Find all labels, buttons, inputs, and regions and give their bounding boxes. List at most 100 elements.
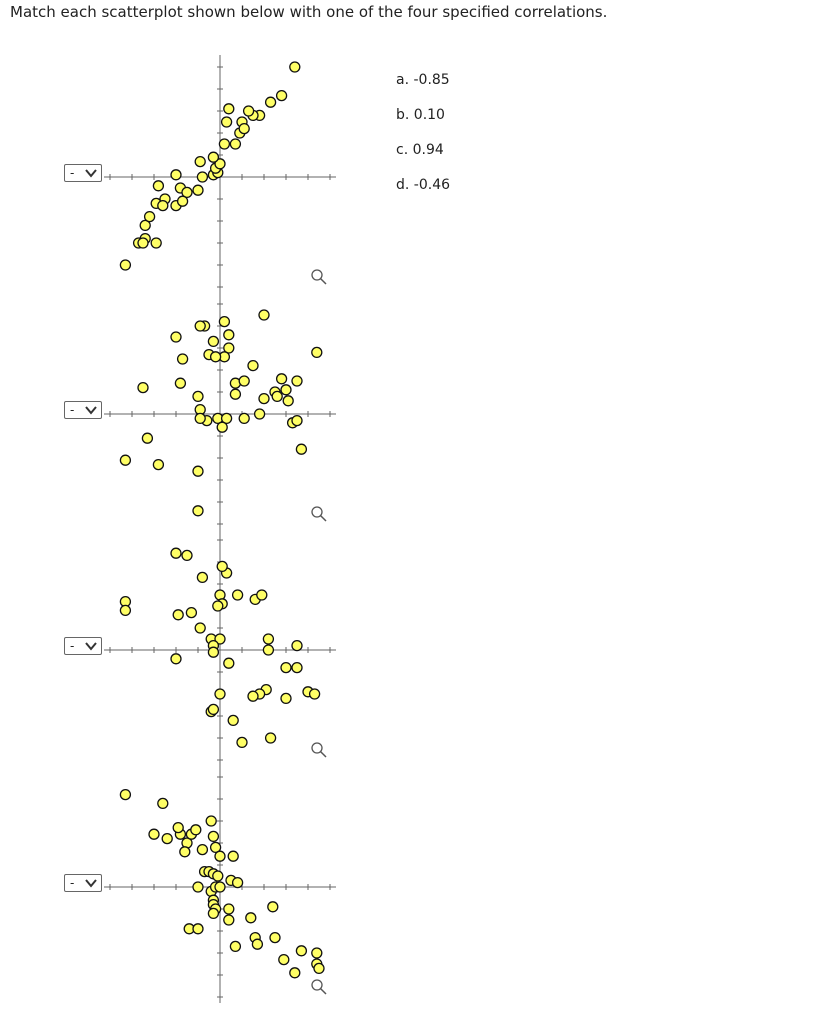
scatterplot-1 [104, 55, 336, 293]
scatter-point [214, 850, 226, 862]
scatter-point [181, 186, 193, 199]
scatter-point [262, 644, 275, 656]
select-value: - [70, 639, 75, 653]
scatter-point [229, 138, 242, 150]
scatter-point [236, 736, 248, 749]
scatter-point [275, 373, 288, 385]
scatter-point [282, 395, 294, 407]
scatter-point [179, 846, 191, 858]
scatter-point [157, 797, 169, 810]
scatter-point [220, 412, 233, 425]
scatterplot-2 [104, 292, 336, 530]
scatter-point [209, 351, 222, 363]
scatter-point [291, 639, 303, 652]
chevron-down-icon [85, 642, 97, 651]
select-value: - [70, 403, 75, 417]
scatter-point [229, 388, 242, 400]
scatter-point [119, 454, 132, 466]
scatter-point [150, 237, 162, 249]
magnify-icon[interactable] [310, 505, 328, 523]
scatter-point [196, 571, 209, 584]
scatter-point [170, 547, 182, 559]
scatter-point [258, 309, 270, 321]
scatter-point [170, 169, 182, 181]
scatter-point [264, 732, 277, 744]
scatter-point [238, 412, 250, 425]
scatter-point [119, 788, 132, 801]
scatter-point [143, 210, 156, 223]
scatter-point [238, 122, 250, 135]
scatter-point [119, 259, 132, 271]
scatter-point [223, 103, 235, 115]
scatter-point [194, 155, 206, 168]
magnify-icon[interactable] [310, 978, 328, 996]
scatter-point [148, 828, 160, 840]
scatter-point [137, 381, 149, 394]
scatter-point [207, 703, 220, 716]
scatter-point [192, 923, 204, 935]
scatter-point [269, 931, 281, 944]
scatter-point [192, 390, 204, 403]
scatter-point [278, 953, 290, 966]
scatter-point [218, 315, 231, 328]
scatter-point [223, 903, 235, 915]
scatter-point [223, 342, 235, 354]
scatter-point [313, 962, 325, 975]
scatter-point [264, 96, 277, 108]
scatter-point [231, 589, 244, 601]
scatter-point [194, 320, 206, 332]
scatter-point [172, 821, 184, 834]
scatter-point [311, 947, 323, 959]
scatter-point [192, 465, 204, 477]
option-d: d. -0.46 [396, 177, 451, 193]
scatter-point [289, 61, 301, 73]
scatter-point [152, 180, 165, 192]
scatter-point [170, 653, 182, 665]
scatter-point [295, 443, 308, 455]
scatter-point [185, 606, 198, 619]
scatter-point [205, 815, 217, 827]
scatter-point [194, 622, 206, 634]
scatter-point [216, 421, 228, 433]
scatter-point [119, 604, 132, 617]
scatter-point [212, 870, 224, 882]
scatter-point [242, 105, 255, 117]
scatter-point [280, 661, 292, 674]
correlation-select-1[interactable]: - [64, 164, 102, 182]
scatter-point [174, 377, 187, 389]
scatter-point [207, 646, 220, 658]
correlation-select-4[interactable]: - [64, 874, 102, 892]
scatter-point [181, 549, 193, 562]
scatter-point [308, 688, 321, 700]
scatter-point [141, 432, 154, 444]
scatter-point [251, 938, 264, 950]
scatter-point [192, 184, 204, 196]
magnify-icon[interactable] [310, 741, 328, 759]
scatter-point [216, 560, 228, 573]
scatter-point [220, 116, 233, 128]
correlation-select-2[interactable]: - [64, 401, 102, 419]
scatter-point [207, 907, 220, 920]
option-a: a. -0.85 [396, 72, 450, 88]
scatter-point [212, 600, 224, 612]
magnify-icon[interactable] [310, 268, 328, 286]
scatter-point [291, 414, 303, 427]
scatter-point [271, 390, 283, 403]
option-c: c. 0.94 [396, 142, 444, 158]
scatter-point [231, 876, 244, 889]
scatter-point [247, 690, 259, 702]
option-b: b. 0.10 [396, 107, 445, 123]
scatter-point [196, 843, 209, 856]
scatter-point [170, 331, 182, 343]
scatterplot-4 [104, 765, 336, 1003]
scatter-point [214, 688, 226, 700]
scatter-point [161, 832, 173, 845]
scatter-point [207, 151, 220, 163]
chevron-down-icon [85, 406, 97, 415]
correlation-select-3[interactable]: - [64, 637, 102, 655]
chevron-down-icon [85, 879, 97, 888]
scatter-point [275, 89, 288, 102]
scatter-point [223, 329, 235, 341]
scatter-point [280, 384, 292, 396]
scatter-point [227, 714, 239, 727]
